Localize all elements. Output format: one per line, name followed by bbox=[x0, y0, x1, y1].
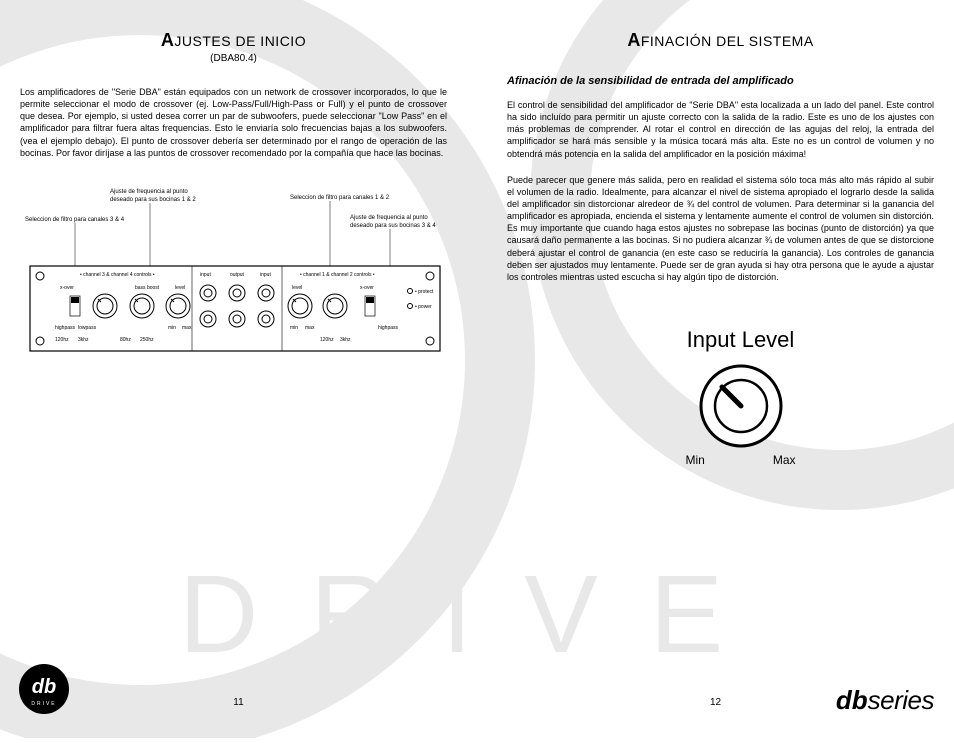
svg-text:output: output bbox=[230, 272, 245, 278]
svg-text:• channel 1 & channel 2 contro: • channel 1 & channel 2 controls • bbox=[300, 272, 375, 278]
svg-text:120hz: 120hz bbox=[320, 337, 334, 343]
svg-text:x-over: x-over bbox=[60, 285, 74, 291]
left-heading: AJUSTES DE INICIO bbox=[20, 30, 447, 51]
svg-text:lowpass: lowpass bbox=[78, 325, 97, 331]
svg-text:250hz: 250hz bbox=[140, 337, 154, 343]
svg-text:deseado para sus bocinas 3 & 4: deseado para sus bocinas 3 & 4 bbox=[350, 223, 436, 229]
knob-labels: Min Max bbox=[686, 453, 796, 467]
footer-brand-series: series bbox=[868, 685, 934, 715]
knob-icon bbox=[696, 361, 786, 451]
svg-text:• power: • power bbox=[415, 304, 432, 310]
svg-text:max: max bbox=[182, 325, 192, 331]
left-page-number: 11 bbox=[0, 697, 477, 708]
svg-text:Ajuste de frequencia al punto: Ajuste de frequencia al punto bbox=[110, 189, 188, 195]
left-heading-cap: A bbox=[161, 30, 175, 50]
right-heading-rest: FINACIÓN DEL SISTEMA bbox=[641, 33, 814, 49]
page-right: AFINACIÓN DEL SISTEMA Afinación de la se… bbox=[477, 0, 954, 738]
knob-max-label: Max bbox=[773, 453, 796, 467]
right-heading-cap: A bbox=[627, 30, 641, 50]
right-subtitle: Afinación de la sensibilidad de entrada … bbox=[507, 75, 934, 87]
svg-text:highpass: highpass bbox=[55, 325, 76, 331]
left-heading-rest: JUSTES DE INICIO bbox=[174, 33, 306, 49]
svg-text:• protect: • protect bbox=[415, 289, 434, 295]
svg-text:deseado para sus bocinas 1 & 2: deseado para sus bocinas 1 & 2 bbox=[110, 197, 196, 203]
svg-text:120hz: 120hz bbox=[55, 337, 69, 343]
page-left: AJUSTES DE INICIO (DBA80.4) Los amplific… bbox=[0, 0, 477, 738]
right-heading: AFINACIÓN DEL SISTEMA bbox=[507, 30, 934, 51]
svg-text:level: level bbox=[175, 285, 185, 291]
knob-min-label: Min bbox=[686, 453, 705, 467]
left-subheading: (DBA80.4) bbox=[20, 53, 447, 64]
svg-text:input: input bbox=[260, 272, 271, 278]
svg-text:3khz: 3khz bbox=[340, 337, 351, 343]
svg-text:min: min bbox=[290, 325, 298, 331]
left-body: Los amplificadores de "Serie DBA" están … bbox=[20, 86, 447, 159]
svg-text:bass boost: bass boost bbox=[135, 285, 160, 291]
svg-text:• channel 3 & channel 4 contro: • channel 3 & channel 4 controls • bbox=[80, 272, 155, 278]
footer-brand-db: db bbox=[836, 685, 868, 715]
footer-logo: db DRIVE bbox=[18, 663, 70, 720]
svg-text:db: db bbox=[32, 676, 56, 698]
input-level-knob: Input Level Min Max bbox=[547, 327, 934, 467]
right-body-1: El control de sensibilidad del amplifica… bbox=[507, 99, 934, 160]
svg-text:max: max bbox=[305, 325, 315, 331]
svg-text:Seleccion de filtro para canal: Seleccion de filtro para canales 1 & 2 bbox=[290, 195, 390, 201]
footer-brand: dbseries bbox=[836, 685, 934, 716]
knob-title: Input Level bbox=[687, 327, 795, 353]
amplifier-diagram: Ajuste de frequencia al punto deseado pa… bbox=[20, 181, 447, 381]
right-body-2: Puede parecer que genere más salida, per… bbox=[507, 174, 934, 283]
svg-text:80hz: 80hz bbox=[120, 337, 131, 343]
svg-text:x-over: x-over bbox=[360, 285, 374, 291]
svg-text:Ajuste de frequencia al punto: Ajuste de frequencia al punto bbox=[350, 215, 428, 221]
svg-text:Seleccion de filtro para canal: Seleccion de filtro para canales 3 & 4 bbox=[25, 217, 125, 223]
svg-text:DRIVE: DRIVE bbox=[31, 701, 56, 707]
svg-text:highpass: highpass bbox=[378, 325, 399, 331]
svg-text:min: min bbox=[168, 325, 176, 331]
svg-text:level: level bbox=[292, 285, 302, 291]
svg-text:input: input bbox=[200, 272, 211, 278]
svg-text:3khz: 3khz bbox=[78, 337, 89, 343]
